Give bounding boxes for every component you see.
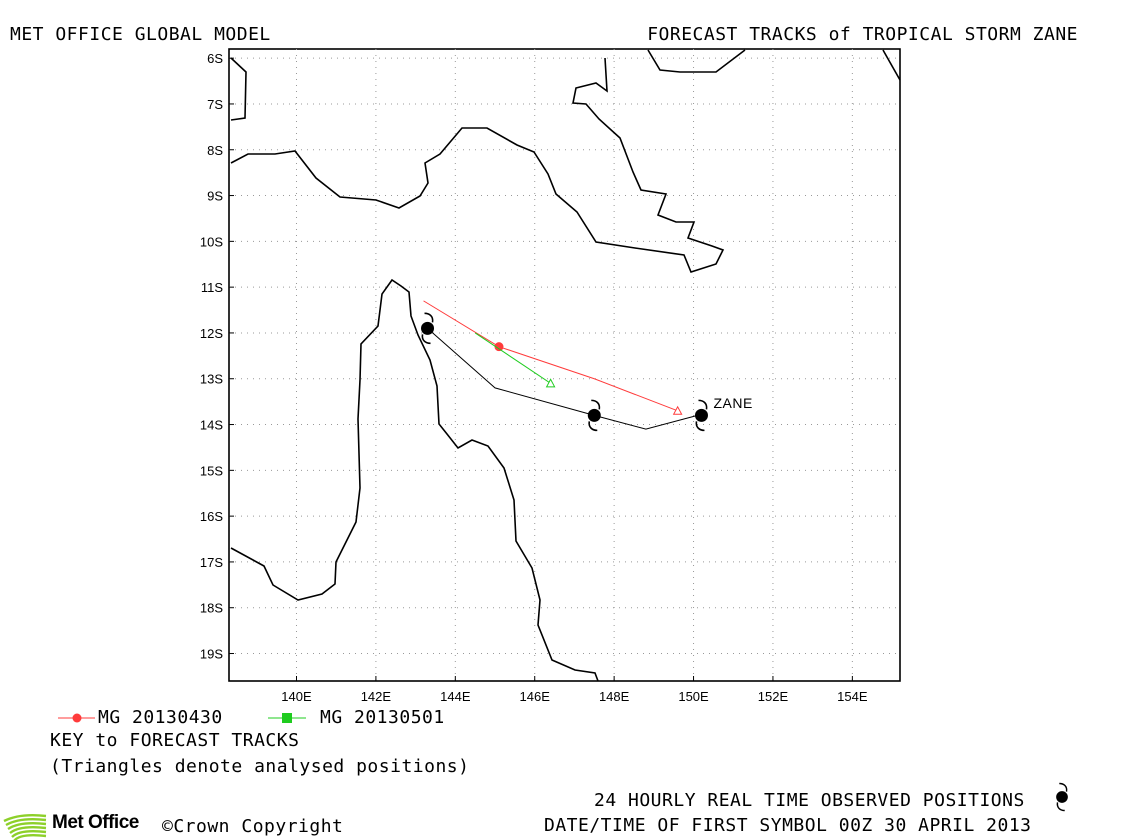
lat-tick-label: 8S [207, 143, 223, 158]
coastline-new-guinea [230, 57, 725, 273]
legend-marker-circle-icon [72, 713, 82, 723]
lat-tick-label: 13S [200, 372, 223, 387]
lat-tick-label: 11S [201, 280, 223, 295]
lon-tick-label: 148E [599, 689, 630, 704]
met-office-logo-icon [3, 813, 47, 840]
legend-item-mg-20130430: MG 20130430 [98, 707, 223, 728]
first-symbol-datetime: DATE/TIME OF FIRST SYMBOL 00Z 30 APRIL 2… [544, 815, 1032, 836]
lat-tick-label: 6S [207, 51, 223, 66]
forecast-track-line [423, 300, 678, 412]
lon-tick-label: 140E [281, 689, 312, 704]
coastline-north-west [230, 57, 247, 121]
lat-tick-label: 7S [207, 97, 223, 112]
legend-key-title: KEY to FORECAST TRACKS [50, 730, 300, 751]
model-title: MET OFFICE GLOBAL MODEL [10, 24, 271, 45]
tropical-storm-symbol-icon [421, 312, 435, 345]
coastline-cape-york [230, 278, 599, 682]
lat-tick-label: 16S [200, 509, 223, 524]
coastlines [230, 49, 901, 682]
analysed-position-triangle [545, 378, 556, 388]
storm-tracks [421, 300, 708, 432]
lon-tick-label: 142E [361, 689, 392, 704]
lat-tick-label: 9S [207, 189, 223, 204]
lat-tick-label: 15S [200, 463, 223, 478]
lat-tick-label: 19S [200, 647, 223, 662]
lat-tick-label: 18S [200, 601, 223, 616]
lon-tick-label: 144E [440, 689, 471, 704]
forecast-track-line [474, 332, 551, 384]
forecast-start-marker [494, 342, 504, 352]
tropical-storm-symbol-icon [587, 399, 601, 432]
observed-positions-label: 24 HOURLY REAL TIME OBSERVED POSITIONS [594, 790, 1025, 811]
lat-tick-label: 17S [200, 555, 223, 570]
coastline-new-britain [647, 49, 746, 73]
lat-tick-label: 10S [200, 234, 223, 249]
legend-key-note: (Triangles denote analysed positions) [50, 756, 470, 777]
lon-tick-label: 150E [678, 689, 709, 704]
lon-tick-label: 146E [520, 689, 551, 704]
chart-title: FORECAST TRACKS of TROPICAL STORM ZANE [647, 24, 1078, 45]
legend-graphics [58, 713, 306, 723]
lat-tick-label: 12S [200, 326, 223, 341]
lat-tick-label: 14S [200, 418, 223, 433]
tropical-storm-symbol-icon [694, 399, 708, 432]
analysed-position-triangle [672, 405, 683, 415]
crown-copyright: ©Crown Copyright [162, 816, 344, 837]
storm-label: ZANE [713, 395, 753, 412]
observed-position-symbol-icon [1056, 782, 1068, 812]
lon-tick-label: 152E [758, 689, 789, 704]
map-grid [229, 49, 900, 681]
legend-marker-square-icon [282, 713, 292, 723]
legend-item-mg-20130501: MG 20130501 [320, 707, 445, 728]
met-office-logo-text: Met Office [52, 812, 139, 833]
coastline-new-ireland [882, 49, 901, 81]
map-frame [228, 48, 901, 682]
lon-tick-label: 154E [837, 689, 868, 704]
